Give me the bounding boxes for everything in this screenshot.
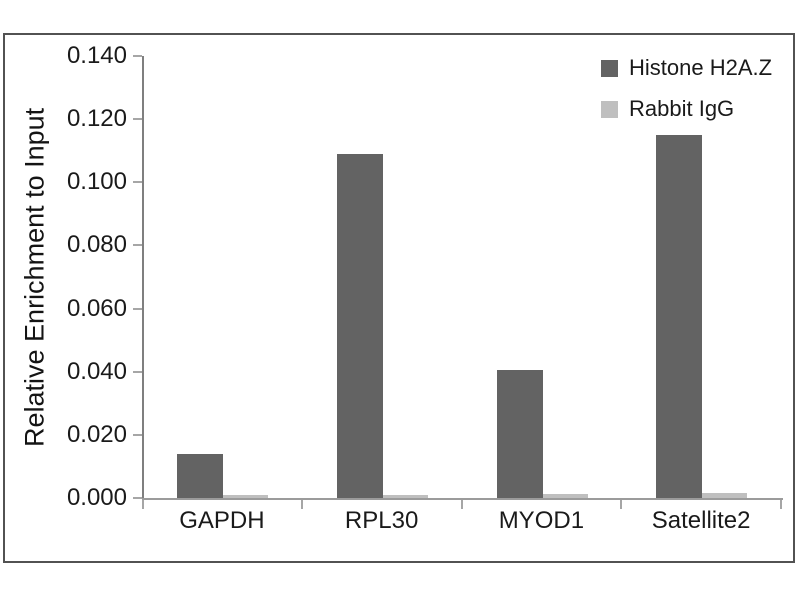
legend-swatch-icon [601,59,618,77]
chart-frame: Relative Enrichment to Input 0.000 0.020 0… [3,33,795,563]
x-tick-mark [620,500,623,509]
y-tick-mark [133,55,142,57]
y-tick-mark [133,181,142,184]
y-axis-line [142,56,144,500]
x-tick-mark [780,500,782,509]
y-tick-mark [133,307,142,310]
legend-item: Histone H2A.Z [601,55,773,80]
y-tick-label: 0.040 [66,357,127,385]
legend-swatch-icon [601,100,618,118]
x-axis-line [142,498,783,500]
x-category-label: MYOD1 [498,507,585,534]
y-tick-mark [133,244,142,247]
y-tick-label: 0.020 [66,420,127,448]
bar-rabbit-igg-rpl30 [382,495,428,498]
y-tick-label: 0.080 [66,231,127,259]
y-tick-label: 0.140 [66,42,127,69]
y-tick-label: 0.120 [66,105,127,133]
y-tick-label: 0.100 [66,168,127,196]
x-tick-mark [142,500,144,509]
y-tick-label: 0.060 [66,294,127,322]
y-tick-label: 0.000 [66,484,127,511]
bar-histone-h2a-z-gapdh [177,454,223,498]
y-tick-mark [133,433,142,436]
x-category-label: GAPDH [179,507,265,534]
x-category-label: RPL30 [344,507,419,534]
bar-histone-h2a-z-rpl30 [336,154,383,498]
x-category-label: Satellite2 [651,507,751,534]
legend-label: Histone H2A.Z [629,55,773,80]
y-tick-mark [133,370,142,373]
bar-histone-h2a-z-myod1 [496,370,543,498]
bar-rabbit-igg-gapdh [223,495,268,498]
plot-area: 0.000 0.020 0.040 0.060 0.080 0.100 0.120 0.140 [67,42,783,511]
bar-histone-h2a-z-satellite2 [656,135,703,498]
y-tick-mark [133,118,142,121]
legend: Histone H2A.Z Rabbit IgG [601,55,773,140]
bar-rabbit-igg-satellite2 [702,493,748,498]
legend-item: Rabbit IgG [601,96,772,121]
y-tick-mark [133,497,142,499]
bar-rabbit-igg-myod1 [542,494,588,498]
x-tick-mark [460,500,463,509]
legend-label: Rabbit IgG [629,96,735,121]
x-tick-mark [300,500,303,509]
